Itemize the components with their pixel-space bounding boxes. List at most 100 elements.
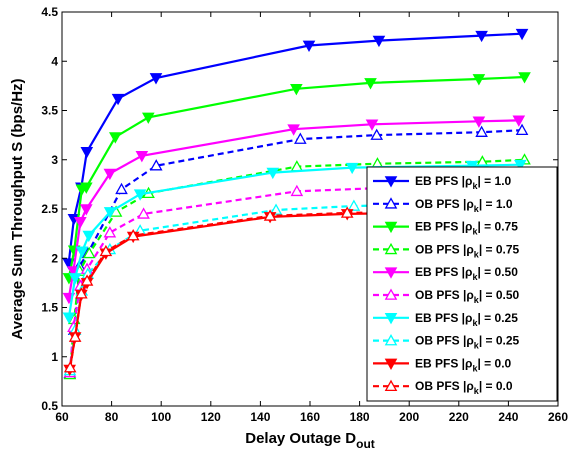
data-point <box>512 115 526 127</box>
legend-marker <box>384 312 398 325</box>
data-point <box>115 182 128 195</box>
legend: EB PFS |ρk| = 1.0 OB PFS |ρk| = 1.0 EB PFS… <box>366 166 558 402</box>
x-tick-label: 100 <box>151 410 171 424</box>
data-point <box>149 73 163 85</box>
data-point <box>63 361 77 373</box>
data-point <box>266 167 280 180</box>
data-point <box>135 150 149 163</box>
data-point <box>294 132 307 144</box>
data-point <box>109 132 122 144</box>
data-point <box>290 184 304 197</box>
legend-label-main: EB PFS |ρ <box>415 220 472 234</box>
data-point <box>472 74 486 86</box>
data-point <box>364 78 377 90</box>
legend-box <box>366 166 558 402</box>
legend-label-main: EB PFS |ρ <box>415 311 472 325</box>
x-tick-label: 140 <box>250 410 270 424</box>
data-point <box>372 35 386 48</box>
data-point <box>302 40 316 53</box>
y-tick-label: 2.5 <box>41 202 58 216</box>
data-point <box>513 159 527 172</box>
x-tick-label: 80 <box>105 410 119 424</box>
x-tick-label: 120 <box>201 410 221 424</box>
legend-entry: OB PFS |ρk| = 1.0 <box>373 197 513 214</box>
legend-label: EB PFS |ρk| = 0.25 <box>415 311 518 328</box>
legend-entry: EB PFS |ρk| = 0.25 <box>373 311 518 328</box>
legend-label-sub: k <box>474 204 480 214</box>
data-point <box>80 147 94 159</box>
series-line <box>67 119 519 298</box>
legend-label-end: | = 0.75 <box>477 220 518 234</box>
data-point <box>75 287 88 299</box>
x-axis-title: Delay Outage Dout <box>245 430 375 451</box>
y-tick-label: 4 <box>51 54 58 68</box>
legend-label-end: | = 0.25 <box>479 334 520 348</box>
data-point <box>465 160 479 173</box>
data-point <box>62 312 76 324</box>
axis-layer: 60 80 100 120 140 160 180 200 220 240 260 0.5 1 1.5 2 2… <box>41 5 568 424</box>
data-point <box>287 124 300 136</box>
legend-marker <box>384 358 398 370</box>
legend-label-main: OB PFS |ρ <box>415 334 474 348</box>
legend-marker <box>384 267 398 279</box>
data-point <box>515 28 529 41</box>
legend-label-main: EB PFS |ρ <box>415 265 472 279</box>
y-tick-label: 3.5 <box>41 104 58 118</box>
series-line <box>67 32 523 264</box>
y-tick-label: 0.5 <box>41 399 58 413</box>
data-point <box>515 123 529 136</box>
legend-marker <box>384 379 398 392</box>
y-tick-label: 4.5 <box>41 5 58 19</box>
legend-marker <box>384 197 398 209</box>
data-point <box>80 274 94 286</box>
data-point <box>370 128 384 140</box>
data-point <box>518 72 531 84</box>
legend-label: EB PFS |ρk| = 1.0 <box>415 174 512 191</box>
legend-label: EB PFS |ρk| = 0.50 <box>415 265 518 282</box>
data-point <box>68 273 82 285</box>
data-point <box>345 162 359 175</box>
y-tick-label: 3 <box>51 153 58 167</box>
legend-label: OB PFS |ρk| = 1.0 <box>415 197 513 214</box>
legend-label-end: | = 0.0 <box>479 379 513 393</box>
data-point <box>340 206 354 218</box>
data-point <box>290 84 303 96</box>
x-axis-title-main: Delay Outage D <box>245 430 356 447</box>
legend-label-sub: k <box>472 181 478 191</box>
y-tick-label: 2 <box>51 251 58 265</box>
data-point <box>103 207 117 219</box>
data-point <box>365 119 379 131</box>
data-point <box>82 246 96 259</box>
data-point <box>475 30 488 43</box>
series-line <box>68 158 525 375</box>
data-point <box>133 189 147 201</box>
series-4 <box>62 115 526 305</box>
legend-label-sub: k <box>474 386 480 396</box>
data-point <box>141 112 155 124</box>
data-point <box>111 93 125 106</box>
data-point <box>74 216 87 229</box>
legend-entry: OB PFS |ρk| = 0.0 <box>373 379 513 396</box>
data-point <box>126 229 140 241</box>
legend-marker <box>384 242 398 255</box>
data-point <box>75 246 89 258</box>
legend-label-end: | = 0.50 <box>479 288 520 302</box>
data-point <box>99 244 113 257</box>
legend-label-main: OB PFS |ρ <box>415 197 474 211</box>
data-point <box>475 125 488 137</box>
legend-label-sub: k <box>474 249 480 259</box>
y-axis-title: Average Sum Throughput S (bps/Hz) <box>9 78 26 339</box>
legend-entry: EB PFS |ρk| = 1.0 <box>373 174 512 191</box>
legend-marker <box>384 176 398 188</box>
legend-label: EB PFS |ρk| = 0.0 <box>415 356 512 373</box>
legend-label: OB PFS |ρk| = 0.25 <box>415 334 520 351</box>
legend-marker <box>384 221 398 234</box>
data-point <box>103 168 117 181</box>
x-tick-label: 260 <box>548 410 568 424</box>
legend-label-main: EB PFS |ρ <box>415 174 472 188</box>
legend-label-sub: k <box>474 341 480 351</box>
legend-label-sub: k <box>472 227 478 237</box>
legend-marker <box>384 288 398 300</box>
legend-label-main: OB PFS |ρ <box>415 379 474 393</box>
